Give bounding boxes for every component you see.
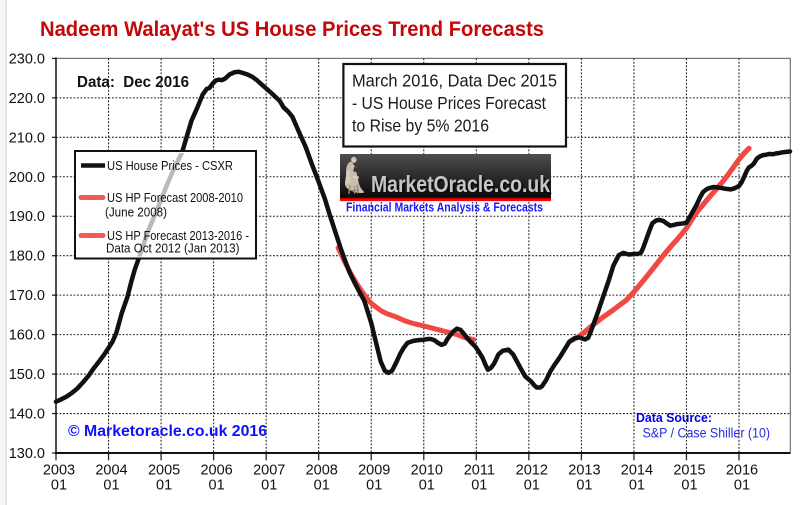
svg-text:US HP Forecast 2008-2010: US HP Forecast 2008-2010 — [107, 191, 243, 205]
svg-text:170.0: 170.0 — [9, 288, 45, 304]
svg-text:150.0: 150.0 — [9, 367, 45, 383]
svg-text:Data Oct 2012 (Jan 2013): Data Oct 2012 (Jan 2013) — [106, 242, 240, 256]
svg-text:March 2016, Data Dec 2015: March 2016, Data Dec 2015 — [352, 71, 557, 91]
svg-text:220.0: 220.0 — [9, 91, 45, 107]
svg-text:Data: Dec 2016: Data: Dec 2016 — [77, 74, 189, 91]
svg-text:130.0: 130.0 — [9, 446, 45, 462]
svg-text:Financial Markets Analysis & F: Financial Markets Analysis & Forecasts — [346, 200, 543, 215]
svg-text:230.0: 230.0 — [9, 51, 45, 67]
svg-text:180.0: 180.0 — [9, 249, 45, 265]
svg-text:160.0: 160.0 — [9, 328, 45, 344]
svg-text:190.0: 190.0 — [9, 209, 45, 225]
svg-text:140.0: 140.0 — [9, 407, 45, 423]
svg-text:to Rise by 5% 2016: to Rise by 5% 2016 — [352, 116, 489, 136]
svg-text:MarketOracle.co.uk: MarketOracle.co.uk — [371, 171, 550, 197]
svg-text:US HP Forecast 2013-2016 -: US HP Forecast 2013-2016 - — [107, 229, 249, 243]
svg-text:© Marketoracle.co.uk 2016: © Marketoracle.co.uk 2016 — [68, 423, 267, 440]
svg-text:(June 2008): (June 2008) — [105, 206, 167, 220]
svg-text:S&P / Case Shiller (10): S&P / Case Shiller (10) — [643, 426, 771, 441]
svg-text:Data Source:: Data Source: — [636, 410, 712, 425]
svg-text:200.0: 200.0 — [9, 170, 45, 186]
svg-text:210.0: 210.0 — [9, 130, 45, 146]
svg-text:US House Prices - CSXR: US House Prices - CSXR — [107, 159, 233, 173]
svg-text:- US House Prices Forecast: - US House Prices Forecast — [352, 93, 546, 113]
svg-text:Nadeem Walayat's US House Pric: Nadeem Walayat's US House Prices Trend F… — [40, 18, 544, 41]
